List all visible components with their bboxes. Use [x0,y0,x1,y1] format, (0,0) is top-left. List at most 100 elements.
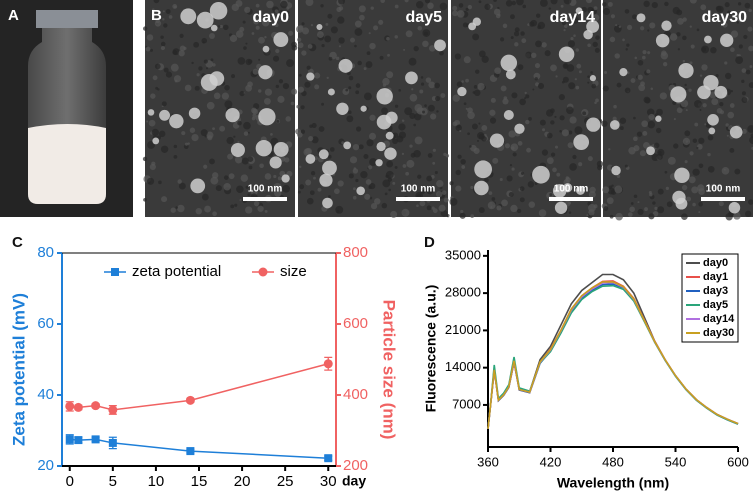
texture [561,80,565,84]
texture [251,107,257,114]
texture [744,2,751,9]
texture [500,85,507,92]
texture [657,206,665,214]
texture [541,149,549,156]
texture [306,197,314,205]
texture [747,125,753,133]
texture [530,52,537,59]
legend-label: day30 [703,327,734,339]
particle [575,7,583,15]
image-title: day0 [253,9,290,26]
particle [434,39,446,52]
panel-label: B [151,7,162,24]
texture [247,193,251,197]
texture [353,187,356,191]
texture [460,209,464,214]
texture [555,145,559,149]
texture [310,171,316,176]
legend-label: zeta potential [132,263,221,280]
texture [165,9,171,14]
texture [689,151,694,156]
particle [611,165,621,176]
texture [405,171,410,176]
texture [427,104,435,112]
texture [711,98,719,106]
texture [386,71,394,79]
texture [297,42,304,49]
texture [716,5,724,13]
texture [692,168,700,176]
texture [534,182,538,185]
texture [749,136,753,145]
texture [177,204,185,213]
particle [558,46,575,63]
texture [646,69,651,74]
particle [318,149,329,160]
texture [178,182,186,190]
particle [360,105,367,112]
texture [228,173,235,180]
texture [206,101,215,110]
texture [384,192,388,196]
texture [704,123,707,126]
texture [489,117,497,124]
texture [365,179,372,185]
texture [432,148,436,152]
texture [666,201,673,208]
texture [350,37,356,43]
texture [602,186,610,194]
texture [455,169,461,176]
texture [640,26,645,31]
texture [637,201,640,204]
texture [325,22,329,26]
texture [460,158,466,165]
texture [440,93,446,98]
texture [664,170,668,174]
texture [734,13,740,19]
texture [274,189,282,197]
particle [714,85,728,99]
texture [696,146,699,150]
texture [568,211,572,214]
texture [502,23,508,29]
texture [596,160,604,168]
texture [741,91,746,96]
texture [241,157,249,165]
texture [274,9,279,13]
particle [678,62,694,79]
texture [541,42,547,48]
texture [500,37,505,42]
texture [413,45,419,52]
texture [622,38,625,42]
texture [161,101,167,107]
texture [633,136,638,142]
texture [445,154,450,158]
texture [305,179,312,186]
y-tick-label: 40 [37,386,54,403]
texture [404,107,413,116]
texture [420,76,424,79]
texture [424,104,427,107]
image-title: day30 [702,9,747,26]
texture [492,157,499,164]
particle [159,109,170,121]
particle [646,146,655,156]
texture [574,126,583,135]
texture [328,195,331,198]
legend-marker [258,267,268,277]
texture [521,38,527,44]
texture [394,4,399,9]
texture [338,6,344,11]
texture [609,214,614,219]
y-tick-label: 14000 [445,359,481,374]
texture [296,25,304,33]
texture [656,108,663,116]
texture [649,22,656,29]
texture [409,144,413,148]
texture [354,20,362,28]
texture [587,6,594,14]
texture [335,56,340,61]
texture [177,179,182,184]
texture [428,81,436,89]
texture [664,1,669,7]
